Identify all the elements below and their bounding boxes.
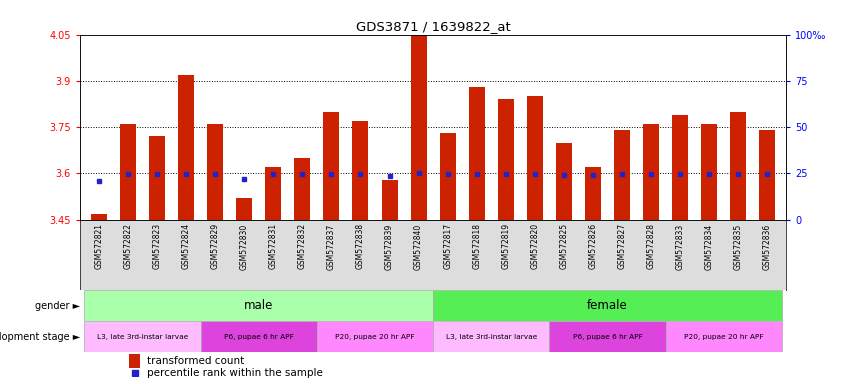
Text: percentile rank within the sample: percentile rank within the sample	[147, 368, 323, 378]
Text: GSM572837: GSM572837	[327, 223, 336, 270]
Bar	[207, 124, 223, 220]
Bar	[382, 180, 398, 220]
Bar	[324, 112, 340, 220]
Text: L3, late 3rd-instar larvae: L3, late 3rd-instar larvae	[97, 334, 188, 339]
Text: P20, pupae 20 hr APF: P20, pupae 20 hr APF	[684, 334, 764, 339]
Text: GSM572824: GSM572824	[182, 223, 191, 270]
Text: P20, pupae 20 hr APF: P20, pupae 20 hr APF	[336, 334, 415, 339]
Bar	[178, 75, 194, 220]
Bar	[130, 354, 140, 368]
Text: GSM572826: GSM572826	[589, 223, 597, 270]
Bar	[200, 321, 317, 352]
Bar	[759, 130, 775, 220]
Text: L3, late 3rd-instar larvae: L3, late 3rd-instar larvae	[446, 334, 537, 339]
Bar	[701, 124, 717, 220]
Bar	[549, 321, 666, 352]
Bar	[91, 214, 107, 220]
Bar	[236, 198, 252, 220]
Text: GSM572833: GSM572833	[675, 223, 685, 270]
Text: female: female	[587, 299, 628, 312]
Text: GSM572834: GSM572834	[705, 223, 714, 270]
Bar	[526, 96, 542, 220]
Bar	[317, 321, 433, 352]
Bar	[643, 124, 659, 220]
Text: GSM572838: GSM572838	[356, 223, 365, 270]
Title: GDS3871 / 1639822_at: GDS3871 / 1639822_at	[356, 20, 510, 33]
Text: GSM572831: GSM572831	[269, 223, 278, 270]
Text: GSM572832: GSM572832	[298, 223, 307, 270]
Text: GSM572821: GSM572821	[94, 223, 103, 269]
Bar	[149, 136, 165, 220]
Text: GSM572830: GSM572830	[240, 223, 249, 270]
Text: gender ►: gender ►	[35, 301, 81, 311]
Text: GSM572840: GSM572840	[414, 223, 423, 270]
Bar	[120, 124, 136, 220]
Text: P6, pupae 6 hr APF: P6, pupae 6 hr APF	[573, 334, 643, 339]
Bar	[433, 321, 549, 352]
Bar	[84, 290, 433, 321]
Text: GSM572822: GSM572822	[124, 223, 132, 269]
Bar	[498, 99, 514, 220]
Bar	[468, 87, 484, 220]
Bar	[666, 321, 782, 352]
Text: development stage ►: development stage ►	[0, 332, 81, 342]
Text: GSM572827: GSM572827	[617, 223, 627, 270]
Text: GSM572839: GSM572839	[385, 223, 394, 270]
Bar	[84, 321, 200, 352]
Text: transformed count: transformed count	[147, 356, 244, 366]
Text: GSM572819: GSM572819	[501, 223, 510, 270]
Text: GSM572817: GSM572817	[443, 223, 452, 270]
Text: GSM572828: GSM572828	[647, 223, 656, 269]
Text: GSM572825: GSM572825	[559, 223, 569, 270]
Bar	[556, 142, 572, 220]
Bar	[294, 158, 310, 220]
Text: GSM572818: GSM572818	[473, 223, 481, 269]
Bar	[352, 121, 368, 220]
Bar	[440, 133, 456, 220]
Bar	[672, 115, 688, 220]
Text: GSM572835: GSM572835	[734, 223, 743, 270]
Text: GSM572836: GSM572836	[763, 223, 772, 270]
Bar	[410, 35, 426, 220]
Text: GSM572823: GSM572823	[152, 223, 161, 270]
Bar	[585, 167, 601, 220]
Text: male: male	[244, 299, 273, 312]
Bar	[614, 130, 630, 220]
Bar	[730, 112, 746, 220]
Bar	[433, 290, 782, 321]
Text: P6, pupae 6 hr APF: P6, pupae 6 hr APF	[224, 334, 294, 339]
Text: GSM572829: GSM572829	[210, 223, 220, 270]
Text: GSM572820: GSM572820	[531, 223, 539, 270]
Bar	[265, 167, 281, 220]
